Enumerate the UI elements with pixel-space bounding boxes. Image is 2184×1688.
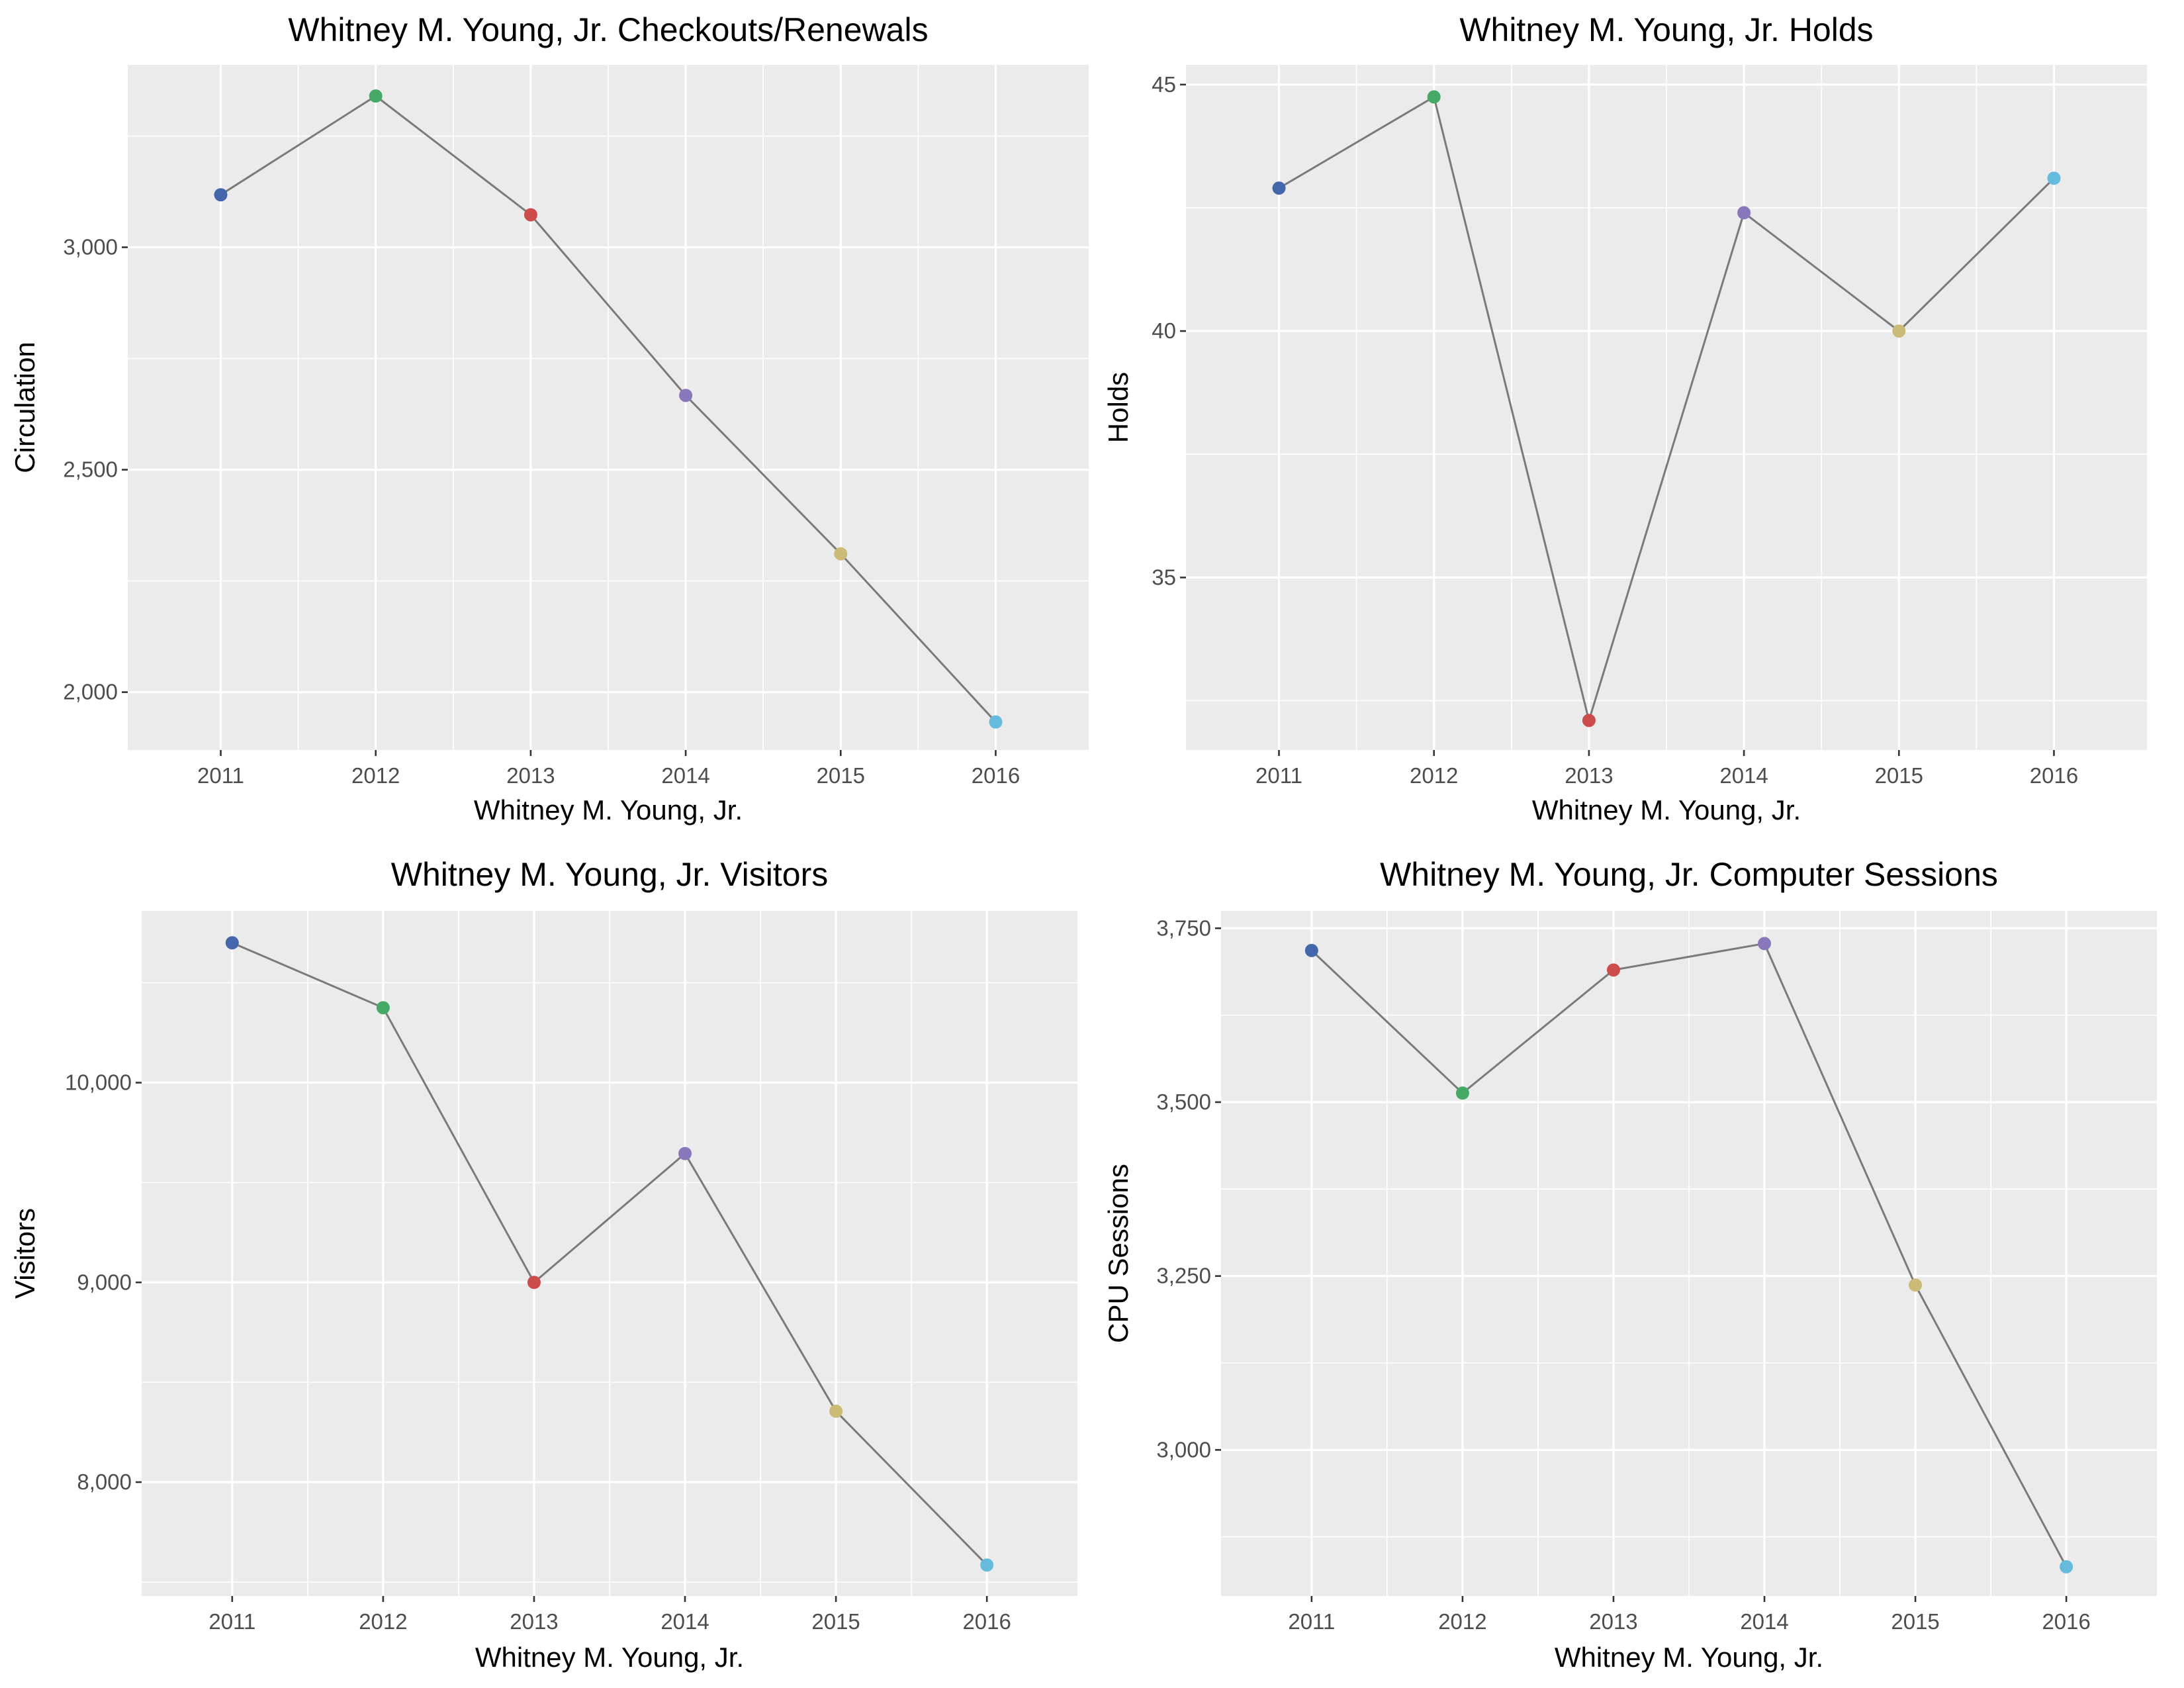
x-tick-label: 2016: [2030, 763, 2078, 788]
chart-title: Whitney M. Young, Jr. Holds: [1459, 11, 1873, 48]
data-point-2013: [1582, 714, 1596, 727]
series-line: [1310, 942, 2068, 1568]
y-tick-label: 3,250: [1156, 1264, 1211, 1288]
data-point-2011: [1272, 181, 1286, 195]
data-point-2015: [1909, 1278, 1923, 1292]
data-point-2011: [225, 936, 239, 950]
data-point-2013: [527, 1276, 541, 1289]
chart-panel-2: 35 40 45 2011 2012 2013 2014 2015 2016 Whitney M.…: [1103, 11, 2147, 825]
x-tick-label: 2016: [962, 1609, 1011, 1634]
y-tick-label: 3,000: [1156, 1437, 1211, 1462]
data-point-2014: [678, 1147, 692, 1160]
series-line: [220, 95, 997, 723]
x-tick-label: 2011: [1288, 1609, 1335, 1634]
data-point-2015: [834, 547, 848, 561]
x-tick-label: 2012: [359, 1609, 407, 1634]
x-tick-label: 2014: [660, 1609, 709, 1634]
y-tick-label: 8,000: [77, 1470, 132, 1494]
data-point-2012: [376, 1001, 390, 1015]
y-tick-label: 3,000: [63, 235, 118, 259]
data-point-2013: [1606, 963, 1620, 977]
y-tick-label: 2,500: [63, 457, 118, 482]
chart-title: Whitney M. Young, Jr. Computer Sessions: [1380, 856, 1998, 893]
x-tick-label: 2011: [208, 1609, 255, 1634]
y-tick-label: 3,500: [1156, 1090, 1211, 1114]
data-point-2011: [1304, 943, 1318, 957]
x-tick-label: 2015: [1891, 1609, 1939, 1634]
x-tick-label: 2012: [351, 763, 400, 788]
x-tick-label: 2014: [1740, 1609, 1788, 1634]
x-tick-label: 2013: [506, 763, 555, 788]
x-axis-title: Whitney M. Young, Jr.: [1555, 1642, 1823, 1673]
data-point-2016: [989, 715, 1003, 729]
y-tick-label: 2,000: [63, 680, 118, 704]
data-point-2012: [1427, 90, 1441, 104]
y-tick-label: 10,000: [65, 1070, 132, 1095]
x-tick-label: 2014: [1719, 763, 1768, 788]
x-tick-label: 2013: [1565, 763, 1613, 788]
x-tick-label: 2013: [510, 1609, 558, 1634]
chart-panel-1: 2,000 2,500 3,000 2011 2012 2013 2014 2015 2016 W…: [9, 11, 1089, 825]
y-tick-label: 40: [1152, 318, 1176, 343]
data-point-2015: [1892, 324, 1906, 338]
x-tick-label: 2016: [2042, 1609, 2090, 1634]
y-tick-label: 35: [1152, 565, 1176, 589]
chart-title: Whitney M. Young, Jr. Checkouts/Renewals: [288, 11, 928, 48]
x-axis-title: Whitney M. Young, Jr.: [474, 794, 743, 825]
x-tick-label: 2016: [972, 763, 1020, 788]
data-point-2013: [523, 208, 537, 222]
x-axis-title: Whitney M. Young, Jr.: [475, 1642, 744, 1673]
y-axis-title: CPU Sessions: [1103, 1164, 1134, 1343]
data-point-2014: [1737, 206, 1751, 220]
data-point-2012: [369, 89, 383, 103]
y-axis-title: Visitors: [9, 1208, 40, 1299]
y-tick-label: 9,000: [77, 1270, 132, 1294]
data-point-2016: [980, 1558, 994, 1572]
y-tick-label: 45: [1152, 72, 1176, 97]
chart-panel-3: 8,000 9,000 10,000 2011 2012 2013 2014 2015 2016…: [9, 856, 1077, 1673]
series-line: [232, 941, 988, 1566]
y-axis-title: Holds: [1103, 372, 1134, 443]
data-point-2012: [1455, 1086, 1469, 1100]
x-axis-title: Whitney M. Young, Jr.: [1532, 794, 1801, 825]
x-tick-label: 2014: [661, 763, 709, 788]
y-tick-label: 3,750: [1156, 915, 1211, 940]
x-tick-label: 2011: [1255, 763, 1302, 788]
chart-title: Whitney M. Young, Jr. Visitors: [391, 856, 829, 893]
data-point-2014: [679, 389, 693, 402]
x-tick-label: 2015: [817, 763, 865, 788]
data-point-2014: [1758, 937, 1772, 951]
x-tick-label: 2015: [811, 1609, 860, 1634]
x-tick-label: 2011: [197, 763, 244, 788]
x-tick-label: 2013: [1589, 1609, 1637, 1634]
chart-panel-4: 3,000 3,250 3,500 3,750 2011 2012 2013 2014 2015…: [1103, 856, 2157, 1673]
data-point-2011: [214, 188, 228, 202]
data-point-2015: [829, 1404, 843, 1418]
x-tick-label: 2012: [1438, 1609, 1486, 1634]
data-point-2016: [2060, 1560, 2073, 1573]
x-tick-label: 2015: [1875, 763, 1923, 788]
x-tick-label: 2012: [1410, 763, 1458, 788]
y-axis-title: Circulation: [9, 342, 40, 473]
series-line: [1278, 95, 2055, 724]
data-point-2016: [2047, 171, 2061, 185]
